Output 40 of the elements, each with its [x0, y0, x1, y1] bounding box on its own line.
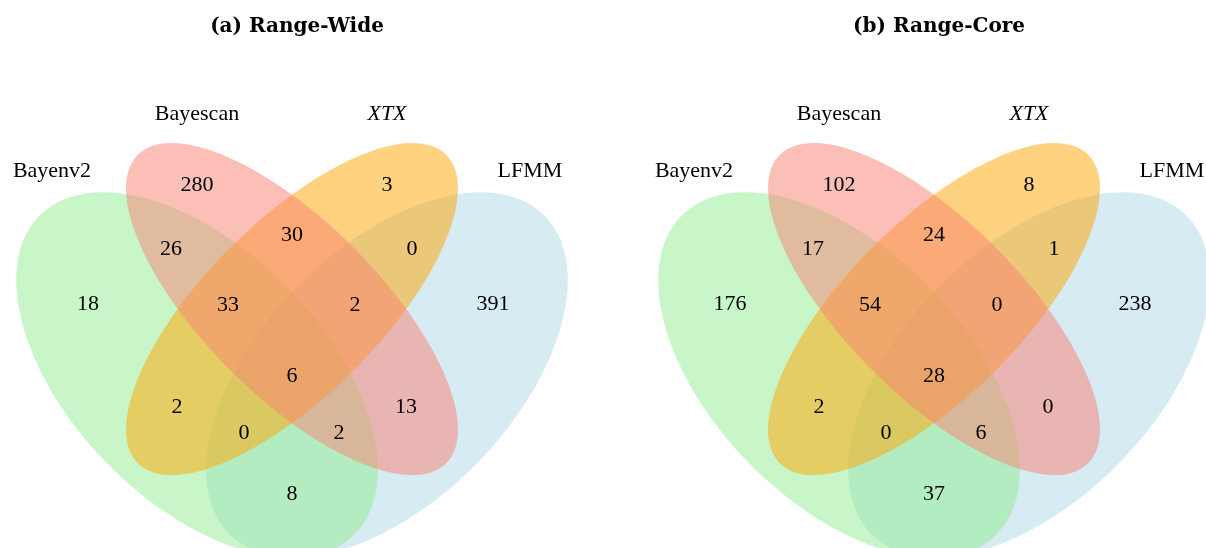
data-label: 8: [1023, 170, 1035, 196]
data-label: 2: [333, 418, 345, 444]
data-label: 3: [381, 170, 393, 196]
data-label: 238: [1118, 289, 1152, 315]
data-label: 176: [713, 289, 747, 315]
text: Bayenv2: [12, 156, 92, 182]
data-label: 102: [822, 170, 856, 196]
text: XTX: [366, 99, 409, 125]
data-label: 13: [395, 392, 417, 418]
text: (a) Range-Wide: [210, 13, 384, 37]
data-label: 0: [1042, 392, 1054, 418]
data-label: 0: [406, 234, 418, 260]
data-label: 33: [217, 290, 239, 316]
data-label: 2: [349, 290, 361, 316]
data-label: 54: [859, 290, 881, 316]
data-label: 30: [281, 220, 303, 246]
text: LFMM: [1139, 156, 1205, 182]
data-label: 24: [923, 220, 945, 246]
data-label: 8: [286, 479, 298, 505]
data-label: 391: [476, 289, 510, 315]
text: Bayenv2: [654, 156, 734, 182]
data-label: 280: [180, 170, 214, 196]
data-label: 0: [238, 418, 250, 444]
data-label: 6: [975, 418, 987, 444]
data-label: 26: [160, 234, 182, 260]
text: (b) Range-Core: [853, 13, 1025, 37]
data-label: 17: [802, 234, 824, 260]
text: XTX: [1008, 99, 1051, 125]
data-label: 1: [1048, 234, 1060, 260]
data-label: 18: [77, 289, 99, 315]
data-label: 2: [813, 392, 825, 418]
text: Bayescan: [154, 99, 240, 125]
text: LFMM: [497, 156, 563, 182]
data-label: 2: [171, 392, 183, 418]
data-label: 0: [991, 290, 1003, 316]
data-label: 0: [880, 418, 892, 444]
data-label: 6: [286, 361, 298, 387]
data-label: 28: [923, 361, 945, 387]
text: Bayescan: [796, 99, 882, 125]
data-label: 37: [923, 479, 945, 505]
